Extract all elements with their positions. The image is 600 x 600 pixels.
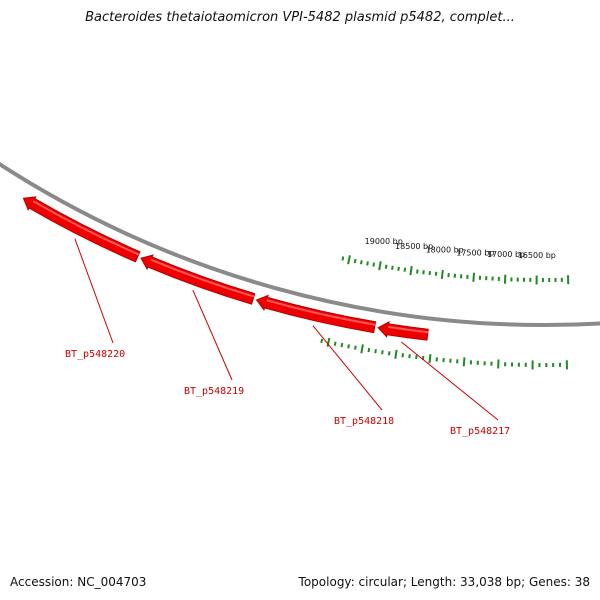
- ruler-tick: [401, 353, 405, 358]
- ruler-label: 18000 bp: [426, 246, 464, 255]
- ruler-label: 16500 bp: [518, 251, 556, 260]
- gene-label: BT_p548220: [65, 349, 125, 360]
- ruler-tick: [341, 256, 345, 261]
- ruler-tick: [340, 342, 344, 348]
- gene-callout-line: [192, 289, 233, 381]
- ruler-tick: [403, 267, 407, 272]
- gene-callout-line: [401, 341, 499, 421]
- gene-highlight: [388, 325, 428, 334]
- ruler-tick: [320, 338, 324, 344]
- ruler-tick: [326, 337, 331, 347]
- gene-track: [22, 196, 429, 341]
- ruler-tick: [367, 347, 371, 353]
- ruler-label: 17000 bp: [487, 250, 525, 259]
- ruler-tick: [360, 344, 364, 354]
- ruler-tick: [366, 261, 369, 266]
- ruler-tick: [372, 262, 376, 267]
- summary-text: Topology: circular; Length: 33,038 bp; G…: [298, 575, 590, 589]
- ruler-tick: [397, 266, 400, 271]
- ruler-tick: [408, 354, 411, 359]
- gene-callouts: BT_p548220 BT_p548219 BT_p548218 BT_p548217: [65, 238, 510, 437]
- accession-text: Accession: NC_004703: [10, 575, 147, 589]
- ruler-tick: [381, 350, 384, 355]
- ruler-tick: [354, 345, 357, 350]
- gene-arrow: [255, 294, 377, 334]
- ruler-tick: [462, 357, 466, 367]
- ruler-tick: [394, 349, 398, 359]
- ruler-label: 18500 bp: [395, 242, 433, 251]
- ruler-tick: [472, 272, 476, 282]
- gene-highlight: [150, 258, 255, 298]
- ruler-tick: [347, 344, 350, 349]
- ruler-tick: [440, 269, 444, 280]
- ruler-tick: [353, 258, 357, 264]
- ruler-tick: [391, 265, 394, 270]
- outer-tick-track: [341, 255, 570, 285]
- ruler-label: 17500 bp: [456, 248, 494, 257]
- map-title: Bacteroides thetaiotaomicron VPI-5482 pl…: [85, 10, 515, 25]
- gene-callout-line: [74, 238, 114, 344]
- plasmid-backbone: [0, 161, 600, 327]
- gene-highlight: [32, 200, 140, 256]
- ruler-tick: [347, 255, 351, 265]
- gene-highlight: [266, 299, 376, 326]
- ruler-tick: [333, 341, 337, 346]
- gene-label: BT_p548219: [184, 386, 244, 397]
- ruler-tick: [422, 270, 425, 275]
- ruler-tick: [409, 266, 413, 276]
- ruler-tick: [416, 269, 419, 274]
- gene-label: BT_p548217: [450, 426, 510, 437]
- ruler-tick: [378, 261, 382, 271]
- gene-label: BT_p548218: [334, 416, 394, 427]
- inner-tick-track: [320, 337, 568, 370]
- ruler-label: 19000 bp: [365, 237, 403, 246]
- ruler-tick: [374, 349, 377, 354]
- ruler-tick: [387, 351, 391, 356]
- ruler-tick: [428, 354, 432, 364]
- ruler-tick: [359, 260, 363, 265]
- ruler-tick: [384, 264, 388, 269]
- gene-callout-line: [312, 325, 383, 411]
